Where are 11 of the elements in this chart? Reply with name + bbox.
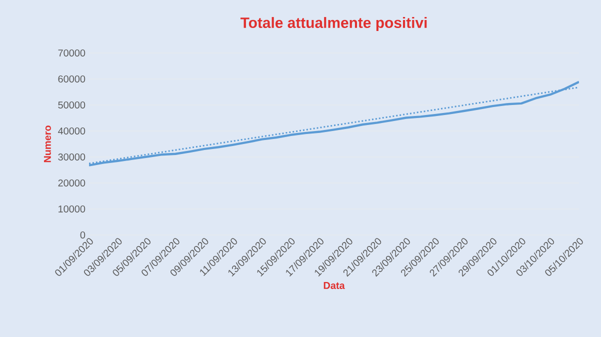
y-tick-label: 20000 [58,179,86,187]
x-axis-title: Data [324,282,345,290]
y-tick-label: 50000 [58,101,86,109]
y-tick-label: 70000 [58,49,86,57]
y-tick-label: 60000 [58,75,86,83]
y-tick-label: 30000 [58,153,86,161]
y-axis-title: Numero [44,126,51,162]
y-tick-label: 10000 [58,205,86,213]
y-tick-label: 40000 [58,127,86,135]
chart-title: Totale attualmente positivi [240,17,427,31]
y-tick-label: 0 [80,231,86,239]
